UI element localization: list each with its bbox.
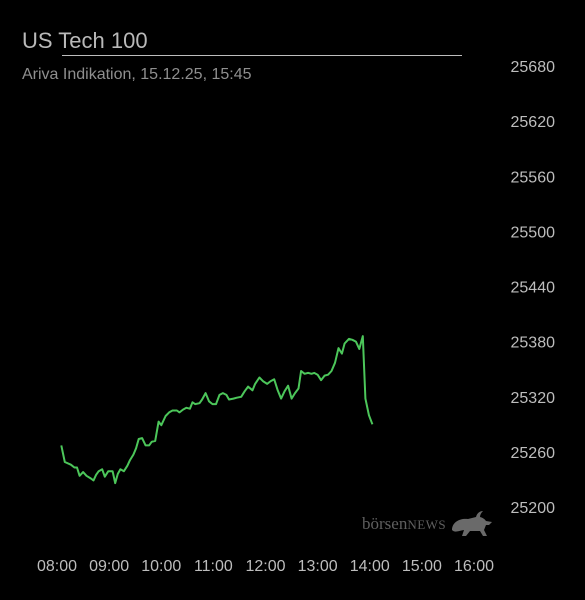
x-tick-label: 13:00 xyxy=(298,558,338,575)
y-tick-label: 25440 xyxy=(511,280,556,297)
watermark: börsenNEWS xyxy=(362,508,496,540)
x-tick-label: 16:00 xyxy=(454,558,494,575)
y-tick-label: 25680 xyxy=(511,59,556,76)
y-tick-label: 25500 xyxy=(511,224,556,241)
title-divider xyxy=(62,55,462,56)
chart-title: US Tech 100 xyxy=(22,28,148,53)
y-tick-label: 25200 xyxy=(511,500,556,517)
y-tick-label: 25620 xyxy=(511,114,556,131)
series-group xyxy=(60,335,374,485)
x-tick-label: 10:00 xyxy=(141,558,181,575)
y-tick-label: 25380 xyxy=(511,335,556,352)
y-tick-label: 25320 xyxy=(511,390,556,407)
watermark-text-a: börsen xyxy=(362,514,408,533)
x-axis: 08:00 09:00 10:00 11:00 12:00 13:00 14:00 15:00… xyxy=(37,558,494,575)
y-axis: 25200 25260 25320 25380 25440 25500 25560 25620… xyxy=(511,59,556,517)
chart-subtitle: Ariva Indikation, 15.12.25, 15:45 xyxy=(22,66,252,83)
y-tick-label: 25260 xyxy=(511,445,556,462)
bull-icon xyxy=(452,511,493,536)
x-tick-label: 09:00 xyxy=(89,558,129,575)
watermark-text-b: NEWS xyxy=(407,517,447,532)
series-line xyxy=(60,335,374,485)
x-tick-label: 12:00 xyxy=(245,558,285,575)
watermark-text: börsenNEWS xyxy=(362,514,446,534)
x-tick-label: 14:00 xyxy=(350,558,390,575)
x-tick-label: 15:00 xyxy=(402,558,442,575)
x-tick-label: 08:00 xyxy=(37,558,77,575)
x-tick-label: 11:00 xyxy=(194,558,233,575)
y-tick-label: 25560 xyxy=(511,169,556,186)
